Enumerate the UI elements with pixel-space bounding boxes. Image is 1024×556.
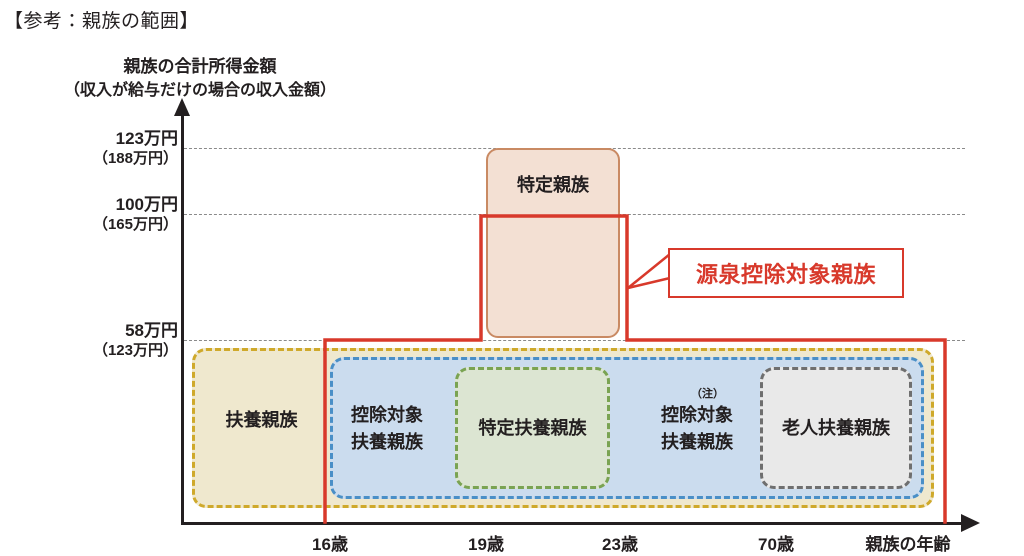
label-kojo-taisho-left-line2: 扶養親族 [351,432,423,452]
x-axis-name: 親族の年齢 [865,535,951,554]
y-axis-subtitle: （収入が給与だけの場合の収入金額） [63,82,336,99]
region-tokutei-shinzoku-label: 特定親族 [517,175,589,195]
y-tick-58-main: 58万円 [125,321,178,340]
callout-gensen-kojo-taisho-shinzoku: 源泉控除対象親族 [668,248,904,298]
x-axis-arrow-icon [961,514,980,532]
y-tick-123-main: 123万円 [115,129,178,148]
gridline-58 [184,340,965,341]
x-tick-19: 19歳 [468,535,504,554]
region-roujin-fuyou-shinzoku-label: 老人扶養親族 [782,417,890,438]
note-marker: （注） [691,388,724,400]
label-kojo-taisho-right-line1: 控除対象 [661,405,733,425]
y-tick-58: 58万円 （123万円） [93,320,178,361]
y-tick-58-sub: （123万円） [92,342,178,359]
label-kojo-taisho-left-line1: 控除対象 [351,405,423,425]
y-tick-123-sub: （188万円） [92,150,178,167]
region-tokutei-shinzoku: 特定親族 [486,148,620,338]
y-tick-100-main: 100万円 [115,195,178,214]
region-tokutei-fuyou-shinzoku: 特定扶養親族 [455,367,610,489]
region-roujin-fuyou-shinzoku: 老人扶養親族 [760,367,912,489]
label-kojo-taisho-right: （注） 控除対象 扶養親族 [661,388,733,456]
x-axis-line [181,522,965,525]
y-axis-title: 親族の合計所得金額 [123,57,277,76]
y-axis-arrow-icon [174,98,190,116]
x-tick-70: 70歳 [758,535,794,554]
page-title: 【参考：親族の範囲】 [4,11,200,32]
y-tick-123: 123万円 （188万円） [93,128,178,169]
x-tick-16: 16歳 [312,535,348,554]
y-tick-100-sub: （165万円） [92,216,178,233]
region-fuyou-shinzoku-label: 扶養親族 [225,410,298,430]
x-tick-23: 23歳 [602,535,638,554]
region-tokutei-fuyou-shinzoku-label: 特定扶養親族 [478,417,587,438]
label-kojo-taisho-left: 控除対象 扶養親族 [351,402,423,456]
y-tick-100: 100万円 （165万円） [93,194,178,235]
label-kojo-taisho-right-line2: 扶養親族 [661,432,733,452]
callout-gensen-label: 源泉控除対象親族 [695,262,876,287]
y-axis-line [181,112,184,525]
